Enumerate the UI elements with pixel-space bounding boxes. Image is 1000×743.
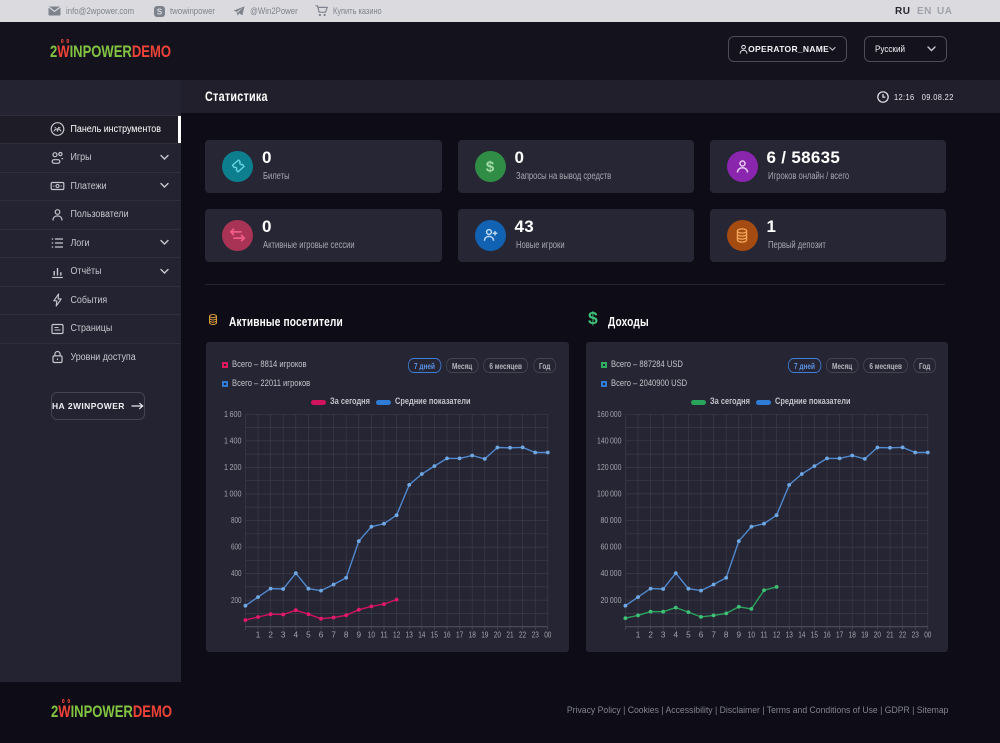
- svg-text:16: 16: [823, 630, 831, 639]
- svg-text:140 000: 140 000: [597, 436, 622, 445]
- svg-text:14: 14: [798, 630, 806, 639]
- svg-text:100 000: 100 000: [597, 489, 622, 498]
- svg-text:5: 5: [306, 630, 311, 639]
- svg-text:11: 11: [760, 630, 768, 639]
- svg-text:40 000: 40 000: [600, 569, 621, 578]
- svg-text:15: 15: [810, 630, 818, 639]
- svg-text:120 000: 120 000: [597, 463, 622, 472]
- svg-text:00: 00: [924, 630, 932, 639]
- svg-text:23: 23: [532, 630, 540, 639]
- svg-text:800: 800: [231, 516, 242, 525]
- svg-text:2: 2: [268, 630, 273, 639]
- svg-text:400: 400: [231, 569, 242, 578]
- svg-text:18: 18: [848, 630, 856, 639]
- svg-text:00: 00: [544, 630, 552, 639]
- svg-text:7: 7: [711, 630, 716, 639]
- svg-text:3: 3: [281, 630, 286, 639]
- svg-text:7: 7: [331, 630, 336, 639]
- svg-text:11: 11: [380, 630, 388, 639]
- svg-text:10: 10: [747, 630, 755, 639]
- svg-text:5: 5: [686, 630, 691, 639]
- svg-text:10: 10: [368, 630, 376, 639]
- svg-text:8: 8: [344, 630, 349, 639]
- svg-text:9: 9: [736, 630, 741, 639]
- svg-text:1 400: 1 400: [224, 436, 242, 445]
- svg-text:6: 6: [698, 630, 703, 639]
- svg-text:17: 17: [836, 630, 844, 639]
- svg-text:21: 21: [506, 630, 514, 639]
- svg-text:16: 16: [443, 630, 451, 639]
- svg-text:1 600: 1 600: [224, 409, 242, 418]
- svg-text:22: 22: [899, 630, 907, 639]
- svg-text:200: 200: [231, 595, 242, 604]
- svg-text:1: 1: [256, 630, 261, 639]
- svg-text:3: 3: [660, 630, 665, 639]
- svg-text:6: 6: [319, 630, 324, 639]
- svg-text:22: 22: [519, 630, 527, 639]
- svg-text:4: 4: [673, 630, 678, 639]
- svg-text:2: 2: [648, 630, 653, 639]
- svg-text:12: 12: [773, 630, 781, 639]
- svg-text:17: 17: [456, 630, 464, 639]
- svg-text:20: 20: [873, 630, 881, 639]
- svg-text:60 000: 60 000: [600, 542, 621, 551]
- svg-text:18: 18: [469, 630, 477, 639]
- svg-text:1 200: 1 200: [224, 463, 242, 472]
- svg-text:80 000: 80 000: [600, 516, 621, 525]
- svg-text:12: 12: [393, 630, 401, 639]
- svg-text:9: 9: [357, 630, 362, 639]
- svg-text:13: 13: [406, 630, 414, 639]
- svg-text:21: 21: [886, 630, 894, 639]
- svg-text:15: 15: [431, 630, 439, 639]
- svg-text:4: 4: [294, 630, 299, 639]
- svg-text:600: 600: [231, 542, 242, 551]
- svg-text:S: S: [157, 7, 163, 16]
- svg-text:20 000: 20 000: [600, 595, 621, 604]
- svg-text:1: 1: [635, 630, 640, 639]
- svg-text:19: 19: [861, 630, 869, 639]
- svg-text:1 000: 1 000: [224, 489, 242, 498]
- svg-text:$: $: [486, 159, 495, 176]
- svg-text:23: 23: [911, 630, 919, 639]
- svg-text:8: 8: [723, 630, 728, 639]
- svg-text:160 000: 160 000: [597, 409, 622, 418]
- svg-text:13: 13: [785, 630, 793, 639]
- svg-text:20: 20: [494, 630, 502, 639]
- svg-text:19: 19: [481, 630, 489, 639]
- svg-text:14: 14: [418, 630, 426, 639]
